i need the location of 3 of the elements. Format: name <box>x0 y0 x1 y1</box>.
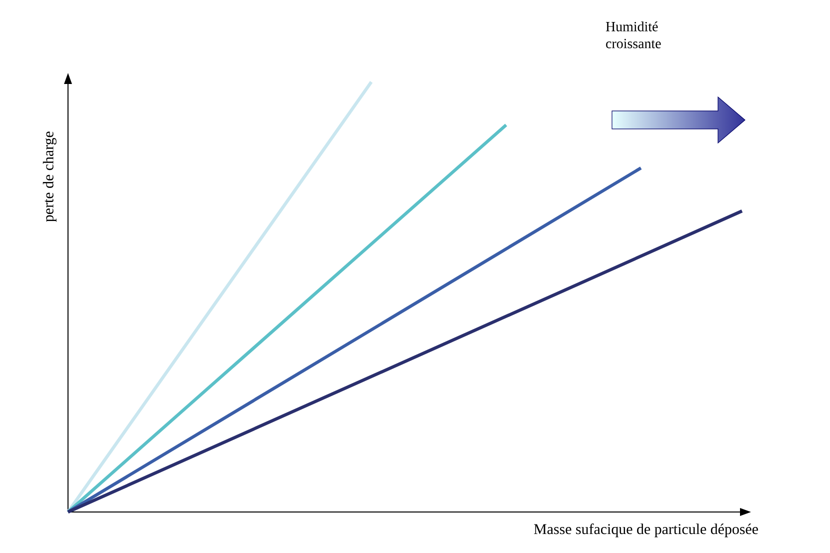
text: Humidité croissante <box>606 22 661 48</box>
x-axis-title: Masse sufacique de particule déposée <box>534 524 758 538</box>
y-axis-title: perte de charge <box>42 132 56 222</box>
